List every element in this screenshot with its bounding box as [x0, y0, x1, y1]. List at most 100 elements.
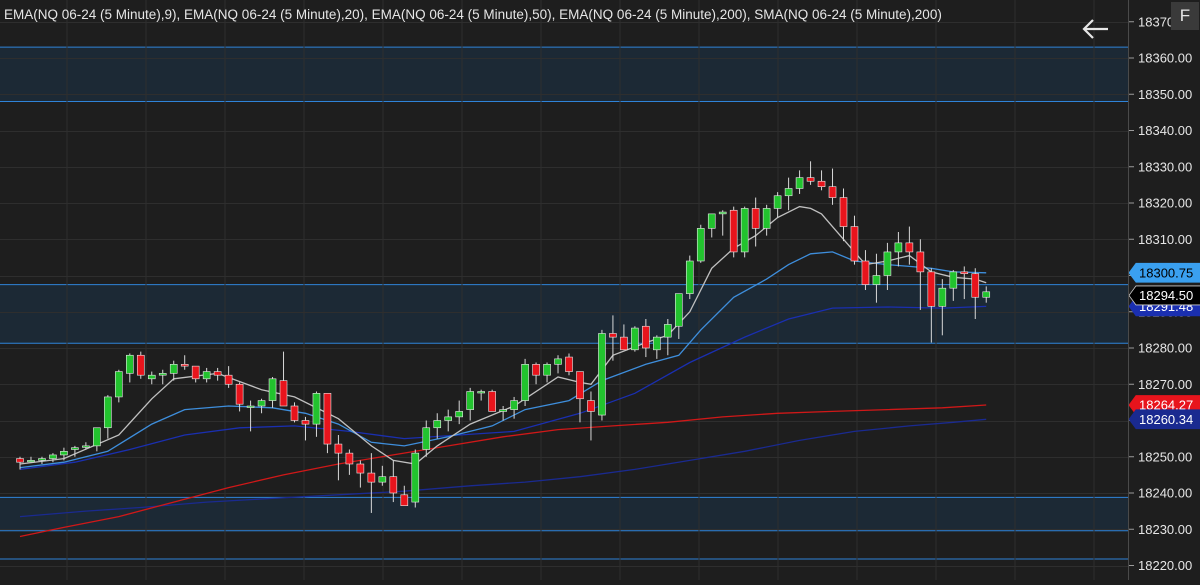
candle-down: [334, 443, 343, 454]
y-tick-label: 18220.00: [1138, 558, 1192, 573]
candle-up: [718, 211, 727, 215]
candle-up: [762, 208, 771, 229]
y-tick-label: 18320.00: [1138, 196, 1192, 211]
candle-up: [521, 364, 529, 401]
candle-up: [158, 373, 167, 376]
price-label-box: [1128, 285, 1200, 306]
candle-up: [169, 364, 178, 374]
candle-up: [202, 371, 211, 380]
candle-down: [806, 177, 815, 182]
ema200-line: [19, 404, 987, 538]
candle-down: [180, 364, 189, 367]
candle-down: [136, 354, 145, 376]
candle-down: [729, 209, 738, 253]
candle-up: [982, 291, 991, 298]
y-tick-label: 18350.00: [1138, 87, 1192, 102]
price-scale[interactable]: 18220.0018230.0018240.0018250.0018260.00…: [1128, 0, 1200, 580]
candle-up: [477, 391, 485, 394]
y-tick-label: 18230.00: [1138, 522, 1192, 537]
candle-up: [554, 358, 562, 365]
candle-down: [367, 472, 376, 483]
y-tick-label: 18270.00: [1138, 377, 1192, 392]
price-label-box: [1128, 262, 1200, 283]
candle-up: [93, 427, 101, 447]
candle-up: [543, 364, 551, 376]
indicator-legend: EMA(NQ 06-24 (5 Minute),9), EMA(NQ 06-24…: [4, 7, 942, 22]
candle-up: [466, 391, 474, 410]
y-tick-label: 18250.00: [1138, 449, 1192, 464]
candle-down: [235, 383, 244, 405]
price-label-text: 18300.75: [1139, 265, 1193, 280]
candle-up: [696, 228, 705, 262]
candle-up: [60, 451, 68, 456]
candle-down: [861, 260, 870, 285]
y-tick-label: 18240.00: [1138, 486, 1192, 501]
candle-down: [751, 208, 760, 229]
candle-up: [312, 393, 321, 425]
candle-down: [356, 463, 365, 474]
candle-down: [576, 371, 584, 400]
ema50-line: [19, 305, 987, 471]
candle-up: [685, 260, 694, 294]
price-label-text: 18264.27: [1139, 398, 1193, 413]
candle-up: [257, 400, 266, 407]
y-tick-label: 18310.00: [1138, 232, 1192, 247]
candle-up: [455, 411, 464, 418]
candle-down: [224, 374, 233, 385]
candle-down: [488, 391, 496, 412]
candle-down: [323, 393, 332, 445]
zone-fill: [0, 284, 1128, 344]
candle-up: [27, 460, 35, 463]
candle-up: [378, 476, 387, 483]
candle-down: [839, 197, 848, 227]
y-tick-label: 18360.00: [1138, 51, 1192, 66]
candle-up: [894, 242, 903, 253]
candle-up: [510, 400, 518, 410]
price-label-text: 18294.50: [1139, 288, 1193, 303]
price-label-text: 18260.34: [1139, 412, 1193, 427]
candle-up: [499, 409, 507, 412]
f-button[interactable]: F: [1171, 2, 1199, 30]
candle-down: [301, 420, 310, 425]
candle-up: [674, 293, 683, 327]
candle-up: [795, 177, 804, 189]
zone-fill: [0, 497, 1128, 531]
price-label-box: [1128, 409, 1200, 430]
y-tick-label: 18340.00: [1138, 123, 1192, 138]
candle-up: [268, 378, 277, 401]
candle-down: [400, 494, 409, 506]
candle-up: [664, 324, 672, 338]
candle-up: [872, 275, 881, 285]
candle-down: [642, 325, 650, 349]
candle-up: [126, 354, 134, 374]
arrow-left-icon[interactable]: [1078, 12, 1114, 46]
candle-down: [565, 356, 573, 372]
candle-down: [290, 405, 299, 421]
candle-up: [883, 251, 892, 276]
candle-down: [279, 380, 288, 407]
y-tick-label: 18330.00: [1138, 159, 1192, 174]
candle-up: [38, 458, 46, 461]
candle-up: [740, 208, 749, 253]
candle-up: [422, 427, 431, 450]
y-tick-label: 18280.00: [1138, 341, 1192, 356]
candle-up: [938, 287, 947, 307]
candle-down: [16, 458, 24, 463]
ema20-line: [19, 251, 987, 469]
candle-up: [433, 420, 442, 429]
candle-up: [104, 396, 112, 429]
candle-down: [850, 226, 859, 262]
candle-down: [609, 333, 617, 338]
candle-up: [115, 371, 123, 398]
candle-up: [653, 336, 661, 351]
candle-up: [773, 195, 782, 209]
candle-down: [905, 242, 914, 253]
candle-up: [411, 452, 420, 503]
candle-down: [213, 371, 222, 376]
candle-down: [828, 186, 837, 198]
candle-up: [784, 188, 793, 197]
candle-down: [817, 180, 826, 187]
candle-up: [147, 374, 156, 380]
candle-up: [444, 416, 453, 421]
